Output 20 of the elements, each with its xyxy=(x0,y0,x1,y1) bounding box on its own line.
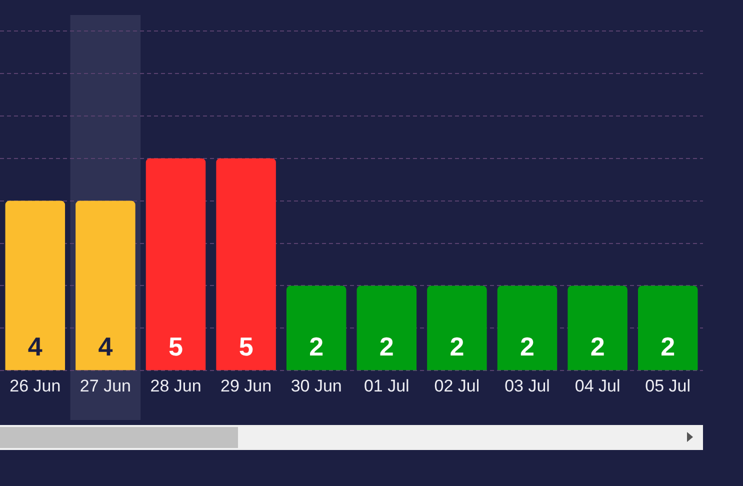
data-label: 2 xyxy=(520,331,534,362)
x-tick-label: 28 Jun xyxy=(150,376,202,396)
x-tick-label: 02 Jul xyxy=(434,376,480,396)
data-label: 4 xyxy=(98,331,114,362)
x-tick-label: 05 Jul xyxy=(645,376,691,396)
data-label: 2 xyxy=(309,331,324,362)
x-tick-label: 04 Jul xyxy=(574,376,620,396)
data-label: 5 xyxy=(168,331,183,362)
x-tick-label: 30 Jun xyxy=(290,376,342,396)
data-label: 2 xyxy=(660,331,676,362)
data-label: 2 xyxy=(450,331,464,362)
x-tick-label: 27 Jun xyxy=(80,376,131,396)
data-label: 4 xyxy=(28,331,43,362)
x-tick-label: 26 Jun xyxy=(10,376,61,396)
data-label: 2 xyxy=(379,331,394,362)
data-label: 2 xyxy=(590,331,605,362)
x-tick-label: 29 Jun xyxy=(220,376,272,396)
data-label: 5 xyxy=(238,331,254,362)
x-tick-label: 01 Jul xyxy=(364,376,410,396)
x-tick-label: 03 Jul xyxy=(504,376,550,396)
